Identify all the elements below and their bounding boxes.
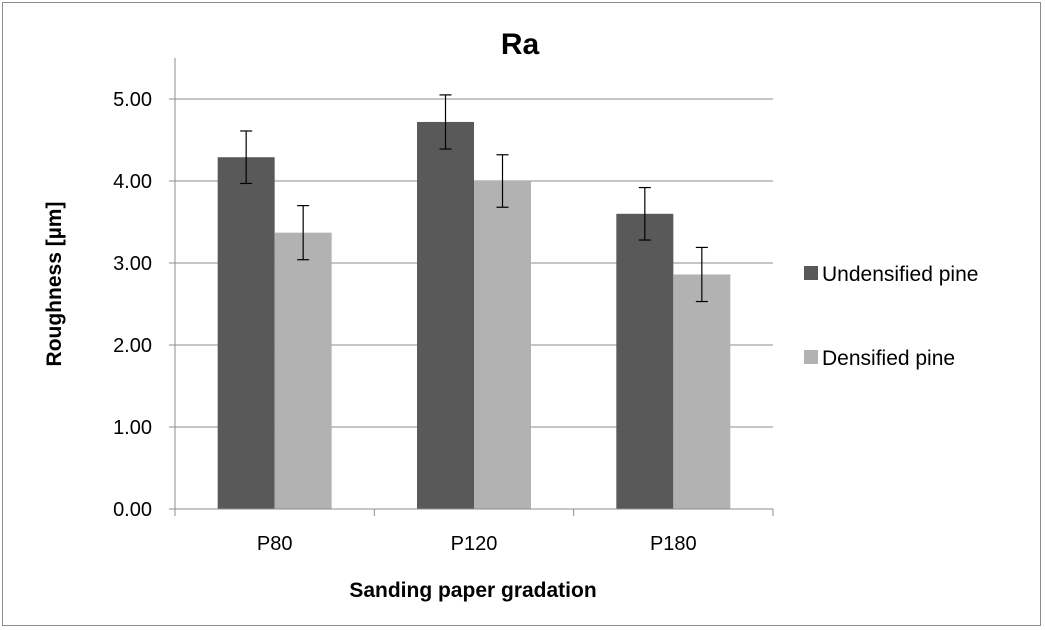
y-tick-label: 0.00 (113, 499, 152, 521)
x-tick-label: P180 (650, 533, 697, 555)
legend-swatch (804, 266, 818, 280)
bar (274, 232, 332, 509)
bar (616, 213, 674, 510)
bars (217, 121, 731, 510)
x-axis-label: Sanding paper gradation (349, 579, 596, 602)
y-tick-label: 5.00 (113, 89, 152, 111)
bar (474, 181, 531, 509)
legend-label: Undensified pine (822, 263, 978, 286)
x-tick-label: P80 (257, 533, 293, 555)
y-axis-label: Roughness [µm] (43, 202, 66, 367)
legend-swatch (804, 350, 818, 364)
chart-title: Ra (501, 28, 540, 61)
y-tick-labels: 0.00 1.00 2.00 3.00 4.00 5.00 (113, 89, 152, 521)
legend: Undensified pine Densified pine (804, 263, 978, 370)
y-tick-label: 4.00 (113, 171, 152, 193)
y-tick-label: 2.00 (113, 335, 152, 357)
x-tick-labels: P80 P120 P180 (257, 533, 697, 555)
bar (673, 274, 731, 509)
y-tick-label: 3.00 (113, 253, 152, 275)
bar (417, 121, 474, 510)
axes (169, 58, 774, 516)
error-bars (240, 94, 708, 303)
x-tick-label: P120 (451, 533, 498, 555)
y-tick-label: 1.00 (113, 417, 152, 439)
bar (217, 157, 275, 509)
legend-label: Densified pine (822, 347, 955, 370)
